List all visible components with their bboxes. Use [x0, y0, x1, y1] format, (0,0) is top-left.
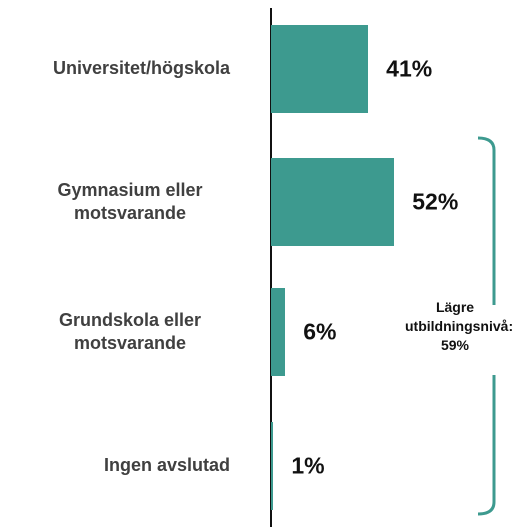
value-label: 6% — [303, 318, 337, 345]
bar — [271, 158, 395, 246]
category-label: Grundskola eller motsvarande — [30, 282, 252, 382]
category-text: Grundskola eller motsvarande — [58, 309, 202, 353]
category-label: Gymnasium eller motsvarande — [30, 152, 252, 252]
axis-line — [270, 8, 272, 527]
value-label: 1% — [291, 452, 325, 479]
value-label: 52% — [412, 188, 459, 215]
bar — [271, 25, 369, 113]
bracket — [477, 136, 496, 516]
bar — [271, 288, 286, 376]
category-text: Gymnasium eller motsvarande — [57, 179, 203, 223]
category-text: Universitet/högskola — [52, 58, 230, 79]
annotation: Lägre utbildningsnivå: 59% — [405, 299, 514, 353]
category-label: Ingen avslutad — [104, 416, 252, 516]
category-text: Ingen avslutad — [103, 455, 230, 476]
bar — [271, 422, 274, 510]
category-label: Universitet/högskola — [53, 19, 252, 119]
value-label: 41% — [386, 55, 433, 82]
